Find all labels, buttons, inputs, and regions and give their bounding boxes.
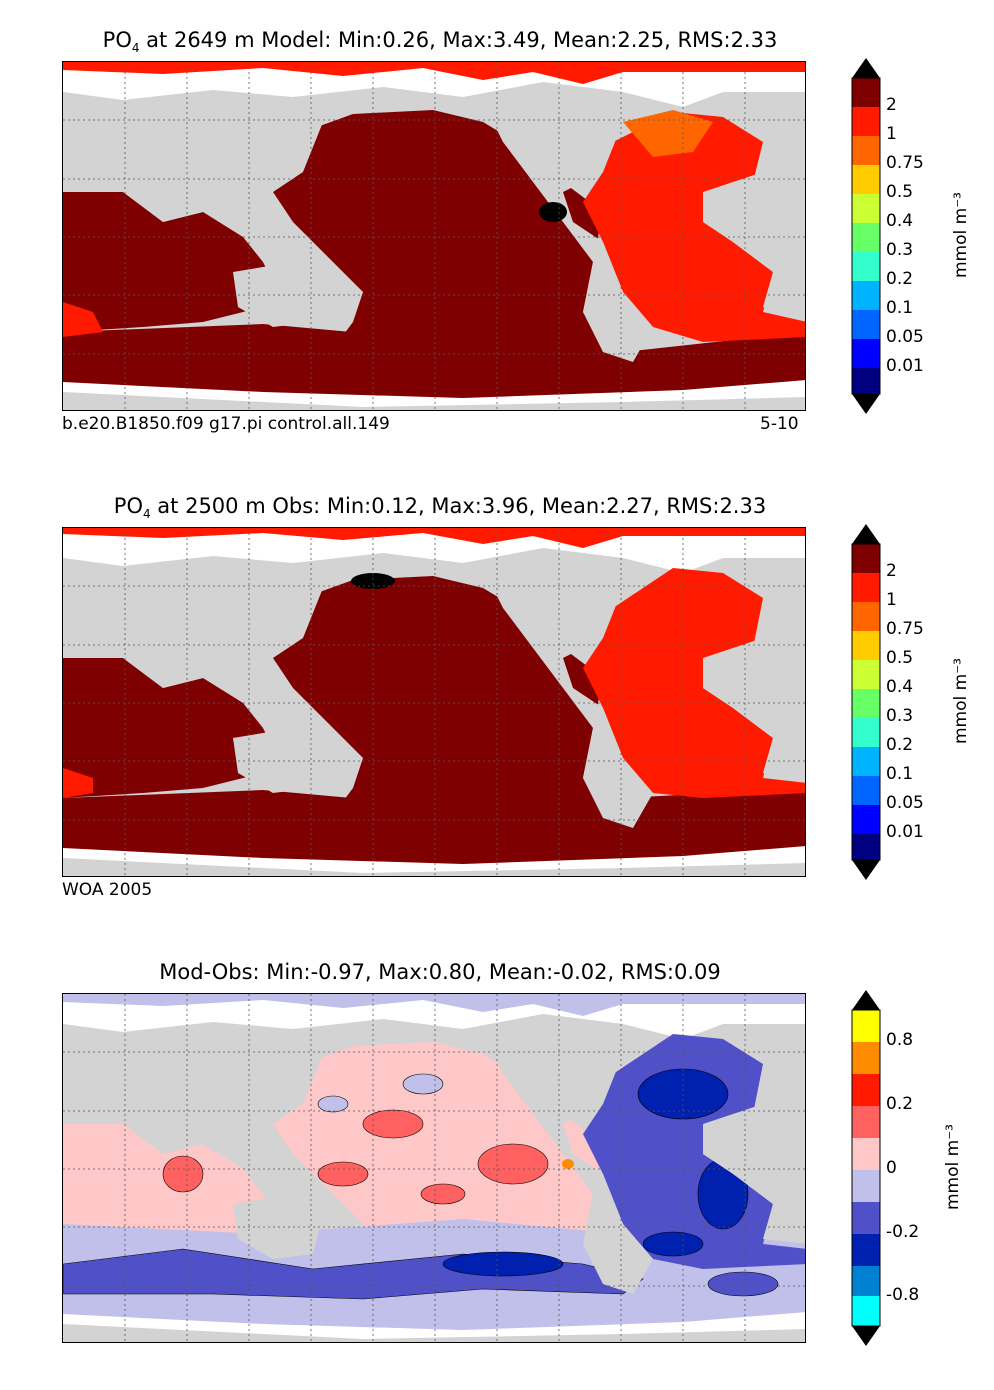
cb-label: 0.05 bbox=[886, 793, 924, 813]
cb-label: 0.3 bbox=[886, 706, 914, 726]
model-map bbox=[62, 61, 806, 411]
cb-label: 0.75 bbox=[886, 619, 924, 639]
model-caption-right: 5-10 bbox=[760, 414, 799, 434]
cb-label: 0.75 bbox=[886, 153, 924, 173]
model-caption-left: b.e20.B1850.f09 g17.pi control.all.149 bbox=[62, 414, 390, 434]
cb-label: 1 bbox=[886, 590, 897, 610]
cb-label: -0.8 bbox=[886, 1285, 920, 1305]
cb-label: 0.5 bbox=[886, 182, 914, 202]
obs-panel: PO4 at 2500 m Obs: Min:0.12, Max:3.96, M… bbox=[0, 466, 994, 924]
model-units-label: mmol m⁻³ bbox=[951, 192, 971, 278]
cb-label: 0.8 bbox=[886, 1030, 914, 1050]
obs-map bbox=[62, 527, 806, 877]
obs-colorbar bbox=[851, 524, 881, 880]
cb-label: 0.1 bbox=[886, 298, 914, 318]
model-colorbar bbox=[851, 58, 881, 414]
cb-label: -0.2 bbox=[886, 1222, 920, 1242]
diff-panel-title: Mod-Obs: Min:-0.97, Max:0.80, Mean:-0.02… bbox=[159, 960, 721, 984]
cb-label: 0.4 bbox=[886, 211, 914, 231]
diff-map bbox=[62, 993, 806, 1343]
cb-label: 0.2 bbox=[886, 1094, 914, 1114]
cb-label: 1 bbox=[886, 124, 897, 144]
cb-label: 0.01 bbox=[886, 822, 924, 842]
obs-panel-title: PO4 at 2500 m Obs: Min:0.12, Max:3.96, M… bbox=[113, 494, 767, 522]
cb-label: 2 bbox=[886, 95, 897, 115]
cb-label: 0.2 bbox=[886, 735, 914, 755]
obs-units-label: mmol m⁻³ bbox=[951, 658, 971, 744]
obs-caption-left: WOA 2005 bbox=[62, 880, 153, 900]
cb-label: 0.1 bbox=[886, 764, 914, 784]
atlantic-region bbox=[583, 112, 805, 342]
cb-label: 0.01 bbox=[886, 356, 924, 376]
cb-label: 0.05 bbox=[886, 327, 924, 347]
cb-label: 0.4 bbox=[886, 677, 914, 697]
diff-panel: Mod-Obs: Min:-0.97, Max:0.80, Mean:-0.02… bbox=[0, 932, 994, 1390]
indian-region bbox=[63, 192, 283, 332]
diff-colorbar bbox=[851, 990, 881, 1346]
model-panel-title: PO4 at 2649 m Model: Min:0.26, Max:3.49,… bbox=[102, 28, 778, 56]
cb-label: 0 bbox=[886, 1158, 897, 1178]
cb-label: 0.3 bbox=[886, 240, 914, 260]
cb-label: 0.2 bbox=[886, 269, 914, 289]
model-panel: PO4 at 2649 m Model: Min:0.26, Max:3.49,… bbox=[0, 0, 994, 458]
cb-label: 2 bbox=[886, 561, 897, 581]
diff-units-label: mmol m⁻³ bbox=[943, 1124, 963, 1210]
cb-label: 0.5 bbox=[886, 648, 914, 668]
